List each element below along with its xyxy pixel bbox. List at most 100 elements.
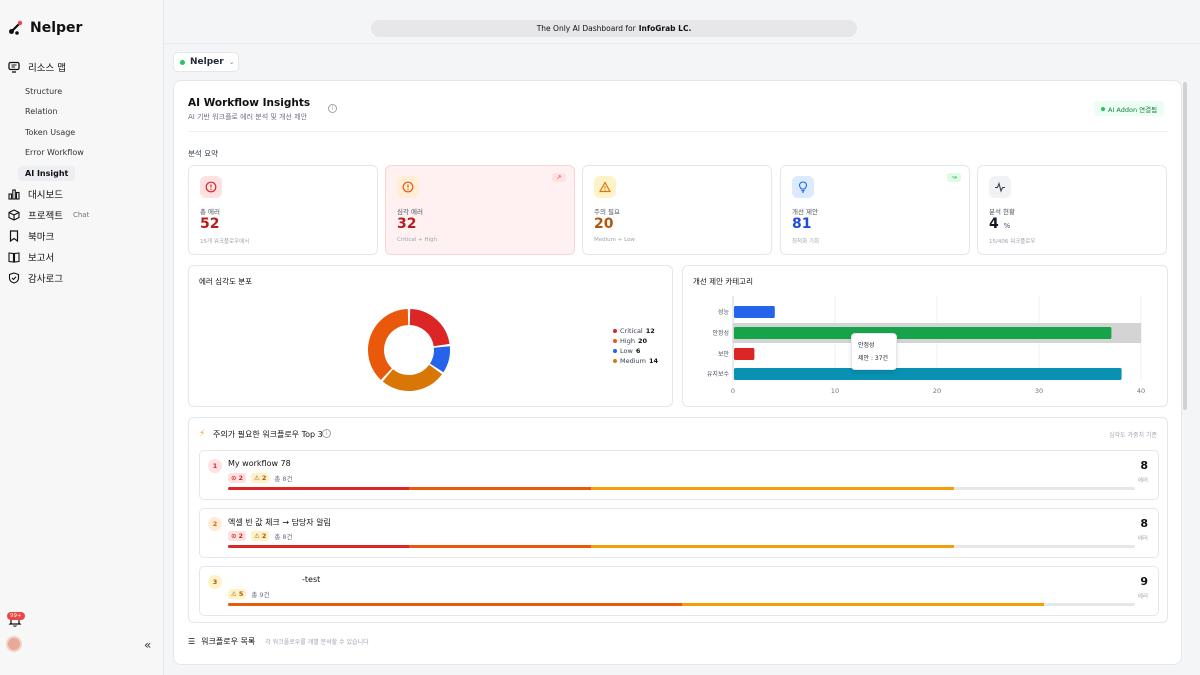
top3-title: 주의가 필요한 워크플로우 Top 3 xyxy=(213,430,323,439)
error-count-unit: 에러 xyxy=(1137,594,1148,600)
notification-badge: 99+ xyxy=(7,612,25,620)
sidebar-sub-error-workflow[interactable]: Error Workflow xyxy=(0,143,164,164)
stat-label: 주의 필요 xyxy=(594,208,620,216)
app-logo[interactable]: Nelper xyxy=(8,20,82,36)
page-title: AI Workflow Insights xyxy=(188,97,311,109)
sidebar-item-audit-log[interactable]: 감사로그 xyxy=(0,268,164,289)
stat-value: 81 xyxy=(792,216,812,232)
app-name: Nelper xyxy=(30,20,83,36)
stat-sub: 15개 워크플로우에서 xyxy=(200,239,250,245)
top3-sort-label: 심각도 가중치 기준 xyxy=(1109,432,1157,439)
sidebar-item-label: 북마크 xyxy=(28,232,55,243)
stat-label: 총 에러 xyxy=(200,208,221,216)
x-tick-label: 0 xyxy=(731,387,735,395)
tooltip-title: 안정성 xyxy=(858,342,875,349)
bar-1[interactable] xyxy=(734,327,1112,339)
severity-bar-segment xyxy=(409,487,591,490)
chart-tooltip: 안정성 제안 : 37건 xyxy=(851,333,897,370)
panel-title: 개선 제안 카테고리 xyxy=(693,277,753,286)
donut-slice-low[interactable] xyxy=(429,346,450,373)
tag-count: 2 xyxy=(261,532,267,540)
rank-badge: 1 xyxy=(208,459,222,473)
severity-bar xyxy=(228,545,1135,548)
sidebar-sub-label: Token Usage xyxy=(25,127,76,137)
stat-sub: Medium + Low xyxy=(594,237,635,243)
sidebar-sub-relation[interactable]: Relation xyxy=(0,102,164,123)
sidebar-item-project[interactable]: 프로젝트 Chat xyxy=(0,205,164,226)
x-tick-label: 40 xyxy=(1137,387,1145,395)
severity-bar xyxy=(228,487,1135,490)
stat-card-severe-errors[interactable]: ↗ 심각 에러 32 Critical + High xyxy=(385,165,575,255)
list-title: 워크플로우 목록 xyxy=(201,637,256,646)
alert-circle-icon xyxy=(397,176,419,198)
donut-slice-high[interactable] xyxy=(368,309,409,380)
severity-bar-segment xyxy=(590,487,954,490)
list-icon: ☰ xyxy=(188,637,196,646)
sidebar-sub-token-usage[interactable]: Token Usage xyxy=(0,122,164,143)
avatar[interactable] xyxy=(6,636,22,652)
legend-value: 14 xyxy=(649,357,659,365)
cube-icon xyxy=(8,209,20,221)
donut-slice-critical[interactable] xyxy=(409,309,450,347)
legend-swatch xyxy=(613,329,617,333)
x-tick-label: 30 xyxy=(1035,387,1043,395)
severity-legend: Critical 12 High 20 Low 6 Medium 14 xyxy=(613,326,658,366)
severity-bar-segment xyxy=(228,487,410,490)
sidebar-item-bookmark[interactable]: 북마크 xyxy=(0,226,164,247)
y-tick-label: 유지보수 xyxy=(707,370,730,378)
sidebar-item-label: 감사로그 xyxy=(28,274,63,285)
legend-label: Medium xyxy=(620,357,646,365)
bar-2[interactable] xyxy=(734,348,755,360)
stat-label: 심각 에러 xyxy=(397,208,423,216)
addon-status-badge: AI Addon 연결됨 xyxy=(1094,101,1165,116)
panel-title: 에러 심각도 분포 xyxy=(199,277,253,286)
alert-circle-icon: ⊙ xyxy=(231,532,237,540)
bar-3[interactable] xyxy=(734,368,1122,380)
info-icon[interactable]: i xyxy=(322,429,331,438)
donut-slice-medium[interactable] xyxy=(382,364,443,391)
error-count-unit: 에러 xyxy=(1137,478,1148,484)
collapse-sidebar-button[interactable]: « xyxy=(144,638,152,652)
warning-triangle-icon: ⚠ xyxy=(231,590,237,598)
stat-sub: 최적화 기회 xyxy=(792,239,820,245)
workflow-total: 총 8건 xyxy=(274,533,293,541)
bar-0[interactable] xyxy=(734,306,775,318)
status-dot xyxy=(1101,106,1105,111)
sidebar-sub-ai-insight[interactable]: AI Insight xyxy=(0,163,164,184)
severity-bar-segment xyxy=(590,545,954,548)
stat-card-analysis-progress[interactable]: 분석 현황 4 % 15/406 워크플로우 xyxy=(977,165,1167,255)
stat-card-total-errors[interactable]: 총 에러 52 15개 워크플로우에서 xyxy=(188,165,378,255)
workflow-list-header: ☰ 워크플로우 목록 각 워크플로우를 개별 분석할 수 있습니다 xyxy=(188,636,369,647)
book-icon xyxy=(8,252,20,263)
legend-label: High xyxy=(620,337,635,345)
stat-card-suggestions[interactable]: ↝ 개선 제안 81 최적화 기회 xyxy=(780,165,970,255)
stat-value: 32 xyxy=(397,216,417,232)
stat-label: 분석 현황 xyxy=(989,208,1015,216)
lightbulb-icon xyxy=(792,176,814,198)
status-dot xyxy=(180,59,185,65)
sidebar-item-label: 대시보드 xyxy=(28,190,63,201)
workflow-name: 엑셀 빈 값 체크 → 담당자 알림 xyxy=(228,518,331,527)
list-hint: 각 워크플로우를 개별 분석할 수 있습니다 xyxy=(265,639,369,646)
stat-card-attention[interactable]: 주의 필요 20 Medium + Low xyxy=(582,165,772,255)
sidebar-item-dashboard[interactable]: 대시보드 xyxy=(0,184,164,205)
page-subtitle: AI 기반 워크플로 에러 분석 및 개선 제안 xyxy=(188,113,308,121)
sidebar-sub-structure[interactable]: Structure xyxy=(0,81,164,102)
workflow-item[interactable]: 2 엑셀 빈 값 체크 → 담당자 알림 ⊙ 2 ⚠ 2 총 8건 8 에러 xyxy=(199,508,1159,558)
scrollbar[interactable] xyxy=(1183,82,1187,410)
severity-bar-segment xyxy=(409,545,591,548)
summary-label: 분석 요약 xyxy=(188,149,218,158)
stat-label: 개선 제안 xyxy=(792,208,818,216)
project-select[interactable]: Nelper ⌄ xyxy=(173,52,239,72)
sidebar-item-resource-map[interactable]: 리소스 맵 xyxy=(0,56,164,77)
workflow-item[interactable]: 1 My workflow 78 ⊙ 2 ⚠ 2 총 8건 8 에러 xyxy=(199,450,1159,500)
legend-value: 6 xyxy=(635,347,641,355)
improvement-panel: 개선 제안 카테고리 0 10 20 30 40 성능 안정성 보안 유지보수 안정성 제안 :… xyxy=(682,265,1168,407)
info-icon[interactable]: i xyxy=(328,104,337,113)
workflow-item[interactable]: 3 -test ⚠ 5 총 9건 9 에러 xyxy=(199,566,1159,616)
bar-chart-icon xyxy=(8,189,20,200)
alert-circle-icon xyxy=(200,176,222,198)
workflow-name: -test xyxy=(302,575,321,584)
sidebar-item-report[interactable]: 보고서 xyxy=(0,247,164,268)
